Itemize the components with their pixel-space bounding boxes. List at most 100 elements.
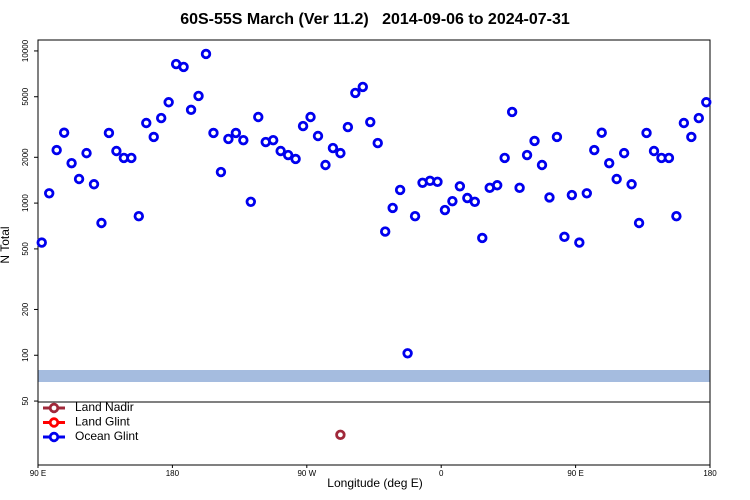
chart-title: 60S-55S March (Ver 11.2) 2014-09-06 to 2… — [180, 11, 570, 28]
y-tick-label: 100 — [21, 348, 30, 362]
y-tick-label: 500 — [21, 242, 30, 256]
point — [111, 145, 122, 157]
point — [193, 90, 204, 102]
y-tick-label: 5000 — [21, 87, 30, 105]
point — [693, 112, 704, 124]
point — [477, 232, 488, 244]
point — [51, 144, 62, 156]
x-axis-label: Longitude (deg E) — [327, 476, 422, 490]
point — [394, 184, 406, 196]
legend-label: Ocean Glint — [75, 429, 139, 443]
point — [335, 147, 346, 159]
point — [141, 117, 152, 129]
point — [559, 231, 570, 243]
point — [148, 131, 159, 143]
point — [447, 195, 458, 207]
point — [208, 127, 219, 139]
point — [596, 127, 607, 138]
point — [439, 204, 451, 216]
point — [544, 192, 555, 203]
point — [230, 127, 242, 139]
point — [626, 179, 637, 190]
point — [58, 127, 70, 138]
legend-marker — [48, 431, 60, 443]
y-tick-label: 200 — [21, 302, 30, 316]
coverage-band — [38, 370, 710, 382]
point — [581, 188, 592, 199]
point — [275, 145, 286, 157]
point — [387, 202, 398, 214]
point — [663, 152, 675, 164]
point — [223, 133, 234, 145]
legend-label: Land Glint — [75, 415, 130, 429]
point — [126, 152, 137, 164]
point — [133, 211, 144, 222]
point — [185, 104, 197, 116]
point — [611, 173, 622, 185]
x-tick-label: 180 — [166, 469, 180, 478]
point — [365, 116, 376, 128]
y-axis-label: N Total — [0, 226, 12, 263]
point — [566, 189, 578, 201]
point — [282, 149, 294, 161]
point — [701, 97, 712, 108]
point — [492, 180, 503, 191]
point — [633, 217, 645, 229]
point — [402, 348, 413, 359]
x-tick-label: 90 W — [297, 469, 316, 478]
x-tick-label: 180 — [703, 469, 717, 478]
y-tick-label: 1000 — [21, 194, 30, 212]
point — [551, 131, 563, 143]
legend-marker — [48, 402, 60, 414]
point — [66, 157, 77, 169]
point — [604, 157, 615, 169]
point — [81, 147, 92, 159]
point — [96, 217, 107, 229]
point — [432, 176, 443, 188]
point — [335, 429, 346, 441]
point — [215, 166, 227, 178]
point — [44, 188, 55, 199]
point — [409, 211, 421, 222]
point — [618, 147, 630, 159]
point — [506, 106, 518, 118]
point — [372, 137, 383, 149]
point — [238, 135, 249, 146]
point — [648, 145, 660, 157]
point — [103, 127, 115, 139]
point — [357, 81, 368, 93]
point — [178, 61, 189, 73]
point — [589, 144, 600, 156]
legend-marker — [48, 417, 60, 428]
legend-label: Land Nadir — [75, 400, 134, 414]
y-tick-label: 10000 — [21, 39, 30, 62]
point — [536, 159, 548, 171]
x-tick-label: 90 E — [567, 469, 583, 478]
point — [200, 48, 212, 60]
point — [268, 135, 279, 146]
point — [380, 226, 391, 237]
point — [73, 173, 85, 185]
point — [327, 142, 339, 154]
point — [297, 120, 309, 132]
point — [641, 127, 652, 139]
point — [469, 196, 480, 207]
y-tick-label: 50 — [21, 396, 30, 405]
point — [163, 97, 174, 108]
point — [686, 131, 697, 143]
point — [514, 182, 525, 194]
point — [454, 181, 466, 192]
point — [245, 196, 256, 207]
x-tick-label: 0 — [439, 469, 444, 478]
point — [462, 192, 473, 204]
point — [320, 159, 331, 171]
point — [305, 111, 316, 123]
point — [529, 135, 540, 147]
x-tick-label: 90 E — [30, 469, 46, 478]
point — [678, 117, 690, 129]
point — [342, 121, 354, 133]
point — [350, 87, 361, 99]
point — [499, 152, 510, 164]
